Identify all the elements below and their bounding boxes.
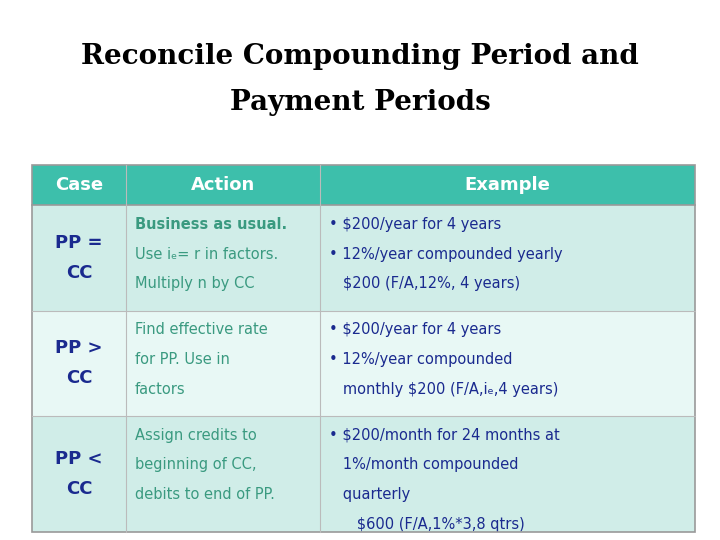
Text: Multiply n by CC: Multiply n by CC <box>135 276 254 292</box>
Bar <box>32 205 695 310</box>
Text: monthly $200 (F/A,iₑ,4 years): monthly $200 (F/A,iₑ,4 years) <box>329 382 559 397</box>
Text: factors: factors <box>135 382 185 397</box>
Text: PP =: PP = <box>55 234 103 252</box>
Text: • 12%/year compounded yearly: • 12%/year compounded yearly <box>329 247 562 262</box>
Text: PP >: PP > <box>55 339 103 357</box>
Bar <box>32 165 695 205</box>
Bar <box>32 310 695 416</box>
Text: $600 (F/A,1%*3,8 qtrs): $600 (F/A,1%*3,8 qtrs) <box>329 517 525 532</box>
Text: • 12%/year compounded: • 12%/year compounded <box>329 352 513 367</box>
Text: Reconcile Compounding Period and: Reconcile Compounding Period and <box>81 43 639 70</box>
Text: Assign credits to: Assign credits to <box>135 428 256 443</box>
Text: for PP. Use in: for PP. Use in <box>135 352 230 367</box>
Text: PP <: PP < <box>55 450 103 468</box>
Bar <box>32 416 695 532</box>
Text: CC: CC <box>66 264 92 282</box>
Text: • $200/year for 4 years: • $200/year for 4 years <box>329 217 501 232</box>
Text: 1%/month compounded: 1%/month compounded <box>329 457 518 472</box>
Text: Action: Action <box>191 176 256 194</box>
Text: Case: Case <box>55 176 103 194</box>
Text: • $200/year for 4 years: • $200/year for 4 years <box>329 322 501 338</box>
Bar <box>32 165 695 532</box>
Text: Business as usual.: Business as usual. <box>135 217 287 232</box>
Text: CC: CC <box>66 369 92 387</box>
Text: beginning of CC,: beginning of CC, <box>135 457 256 472</box>
Text: CC: CC <box>66 480 92 498</box>
Text: Use iₑ= r in factors.: Use iₑ= r in factors. <box>135 247 278 262</box>
Text: Example: Example <box>464 176 551 194</box>
Text: $200 (F/A,12%, 4 years): $200 (F/A,12%, 4 years) <box>329 276 520 292</box>
Text: • $200/month for 24 months at: • $200/month for 24 months at <box>329 428 559 443</box>
Text: debits to end of PP.: debits to end of PP. <box>135 487 274 502</box>
Text: quarterly: quarterly <box>329 487 410 502</box>
Text: Find effective rate: Find effective rate <box>135 322 267 338</box>
Text: Payment Periods: Payment Periods <box>230 89 490 116</box>
